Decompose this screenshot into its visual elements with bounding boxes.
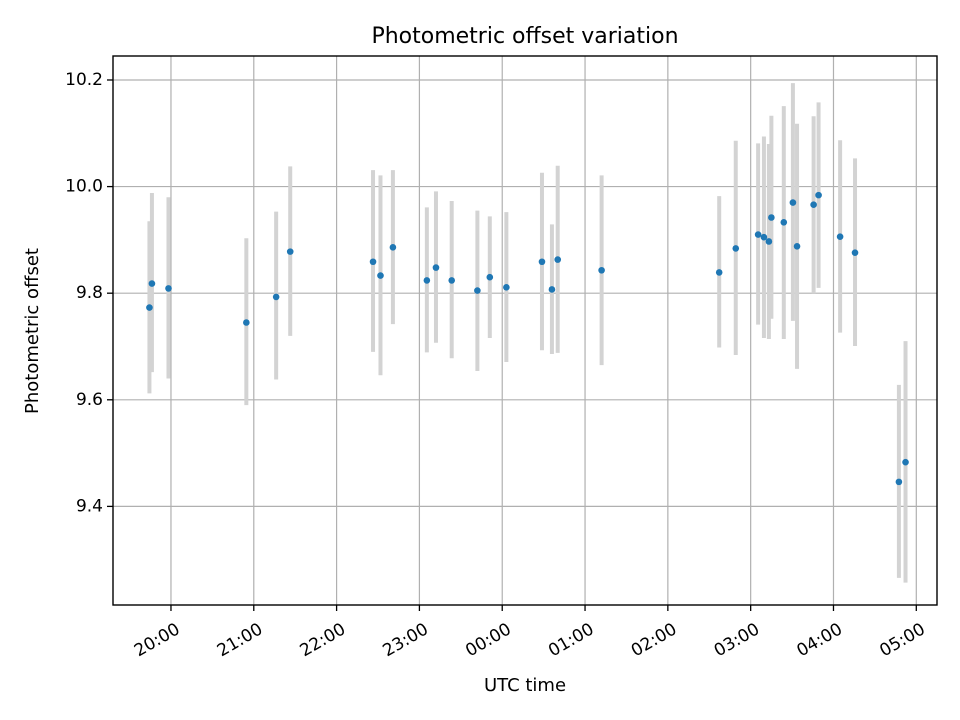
grid-lines: [113, 56, 937, 605]
y-tick-label: 10.0: [65, 177, 103, 197]
y-tick-label: 9.6: [76, 390, 103, 410]
data-point: [598, 266, 605, 274]
chart-title: Photometric offset variation: [371, 24, 678, 49]
plot-frame: [112, 55, 938, 606]
data-point: [423, 277, 431, 284]
data-point: [760, 233, 768, 241]
data-point: [732, 245, 740, 252]
data-point: [474, 287, 481, 294]
x-tick-label: 00:00: [462, 619, 514, 661]
data-point: [448, 277, 456, 284]
data-point: [148, 280, 156, 287]
data-point: [377, 272, 384, 279]
y-axis-label: Photometric offset: [22, 248, 43, 414]
x-tick-label: 22:00: [297, 619, 349, 661]
data-point: [902, 458, 909, 466]
data-point: [754, 231, 762, 238]
data-point: [715, 269, 723, 276]
data-point: [895, 478, 903, 486]
y-tick-label: 9.4: [76, 496, 103, 516]
data-point: [554, 256, 562, 263]
data-point: [815, 191, 822, 199]
data-point: [272, 293, 280, 301]
x-tick-label: 20:00: [131, 619, 183, 661]
data-point: [389, 244, 397, 251]
data-point: [780, 218, 788, 226]
data-point: [793, 242, 801, 250]
data-point: [486, 273, 494, 281]
x-tick-label: 04:00: [794, 619, 846, 661]
x-tick-label: 23:00: [379, 619, 431, 661]
data-points: [146, 191, 909, 486]
x-tick-label: 05:00: [876, 619, 928, 661]
data-point: [836, 233, 844, 240]
data-point: [369, 258, 377, 266]
data-point: [789, 199, 797, 206]
axis-ticks: 20:00 21:00 22:00 23:00 00:00 01:00 02:00 03:00…: [65, 70, 929, 661]
data-point: [810, 201, 817, 209]
data-point: [548, 286, 556, 293]
data-point: [432, 264, 440, 271]
data-point: [765, 238, 773, 245]
data-point: [286, 248, 294, 255]
data-point: [146, 304, 153, 311]
x-tick-label: 01:00: [545, 619, 597, 661]
x-axis-label: UTC time: [484, 675, 566, 696]
data-point: [538, 258, 546, 266]
data-point: [768, 214, 775, 221]
data-point: [165, 285, 172, 292]
x-tick-label: 21:00: [214, 619, 266, 661]
data-point: [503, 284, 510, 291]
x-tick-label: 02:00: [628, 619, 680, 661]
y-tick-label: 10.2: [65, 70, 103, 90]
data-point: [851, 249, 859, 256]
y-tick-label: 9.8: [76, 283, 103, 303]
x-tick-label: 03:00: [711, 619, 763, 661]
data-point: [243, 319, 250, 326]
error-bars: [147, 83, 908, 583]
